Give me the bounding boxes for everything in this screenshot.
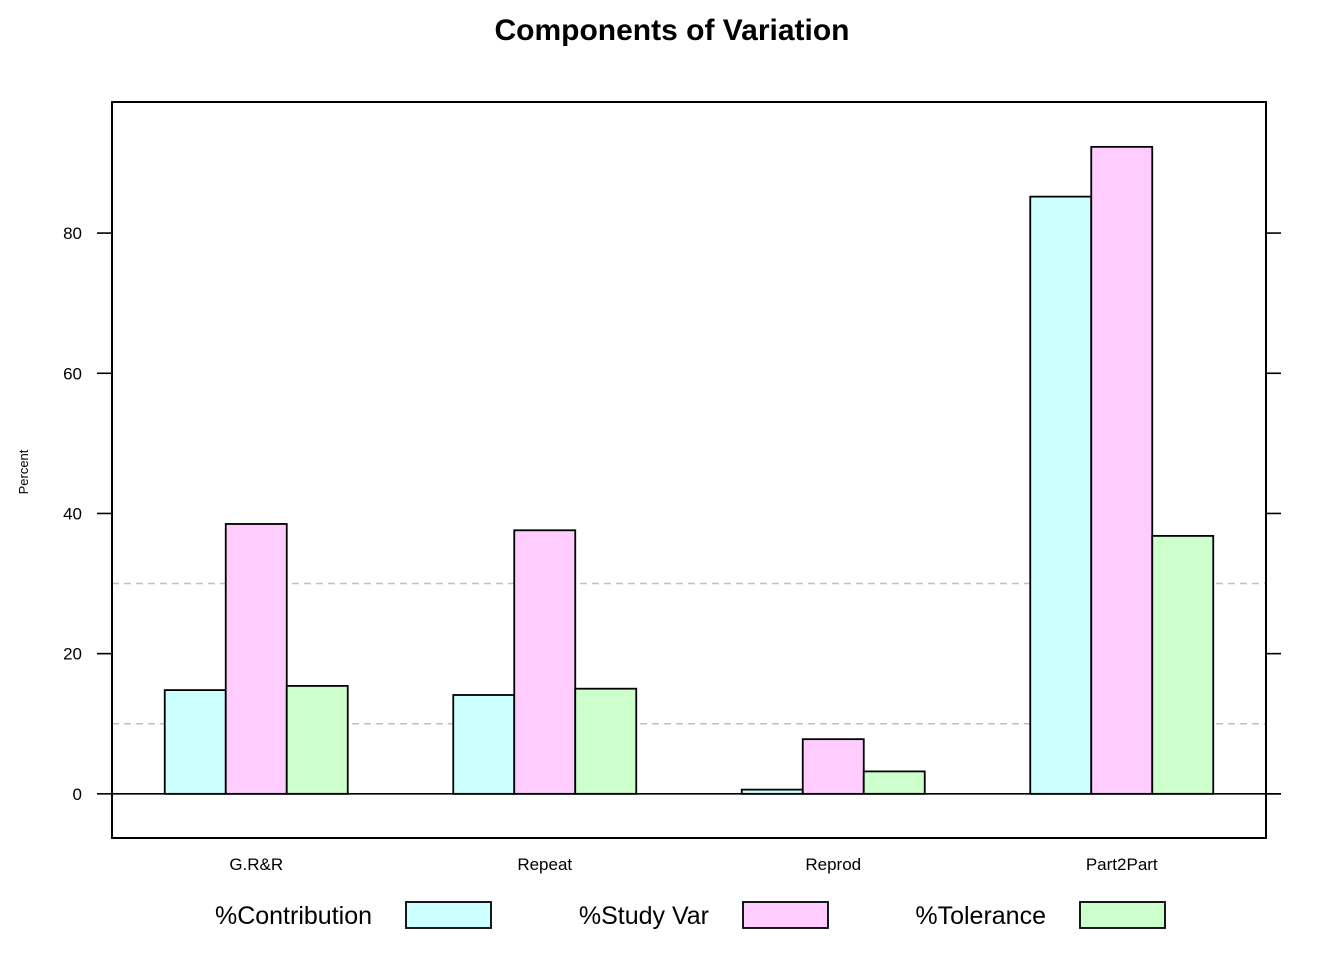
x-tick-label-part2part: Part2Part [1086,855,1158,874]
legend-swatch-contribution [405,901,492,929]
bar-part2part-contribution [1029,195,1093,795]
chart-title: Components of Variation [494,14,849,47]
bar-repeat-contribution [452,694,516,795]
bar-part2part-tolerance [1151,534,1215,795]
bars-group [163,145,1215,795]
bar-reprod-tolerance [862,770,926,795]
bar-repeat-study-var [513,529,577,795]
legend-swatch-study-var [742,901,829,929]
plot-frame [111,101,1267,839]
bar-repeat-tolerance [574,687,638,795]
y-tick-label-40: 40 [63,504,82,523]
bar-g-r-r-contribution [163,689,227,795]
legend: %Contribution %Study Var %Tolerance [215,901,1166,930]
y-tick-label-20: 20 [63,645,82,664]
legend-label-tolerance: %Tolerance [915,902,1046,930]
bar-g-r-r-study-var [224,523,288,795]
bar-g-r-r-tolerance [285,684,349,795]
legend-label-contribution: %Contribution [215,902,372,930]
x-tick-label-g-r-r: G.R&R [229,855,283,874]
x-tick-label-reprod: Reprod [805,855,861,874]
x-tick-label-repeat: Repeat [517,855,572,874]
y-axis-label: Percent [16,449,31,494]
legend-swatch-tolerance [1079,901,1166,929]
bar-part2part-study-var [1090,145,1154,795]
y-tick-label-80: 80 [63,224,82,243]
y-tick-label-0: 0 [73,785,82,804]
y-tick-label-60: 60 [63,364,82,383]
axes-group: G.R&R Repeat Reprod Part2Part 0 20 40 60 80 [63,101,1281,874]
legend-label-study-var: %Study Var [579,902,709,930]
bar-reprod-study-var [801,738,865,795]
